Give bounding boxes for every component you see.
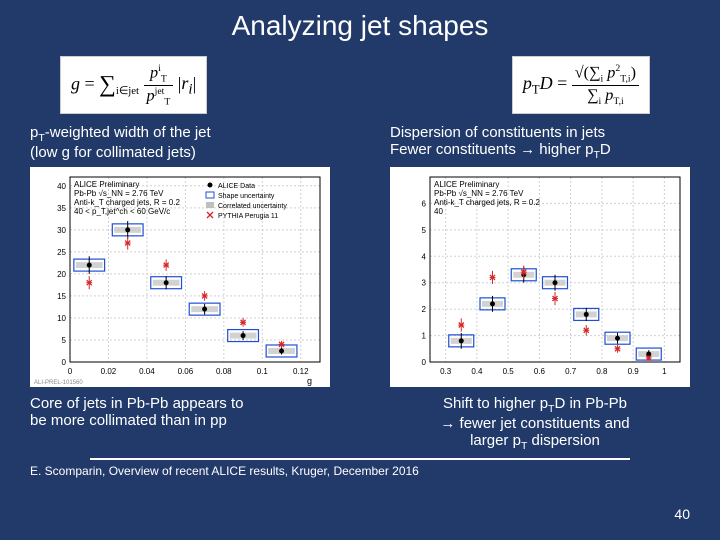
svg-text:1: 1 <box>422 332 427 341</box>
arrow-icon: → <box>440 415 455 432</box>
svg-text:40ALICE DataShape uncertaintyC: 40ALICE DataShape uncertaintyCorrelated … <box>434 207 443 216</box>
chart-left: 0 0.02 0.04 0.06 0.08 0.1 0.12 0 5 10 15 20 25 30 35 40… <box>30 167 330 387</box>
svg-text:5: 5 <box>62 336 67 345</box>
svg-text:0.04: 0.04 <box>139 367 155 376</box>
svg-text:20: 20 <box>57 270 66 279</box>
caption-right: Dispersion of constituents in jets Fewer… <box>390 124 690 161</box>
chart-right: 0.3 0.4 0.5 0.6 0.7 0.8 0.9 1 0 1 2 3 4 5 6 ALICE Preli… <box>390 167 690 387</box>
svg-text:ALICE Preliminary: ALICE Preliminary <box>434 180 499 189</box>
svg-text:10: 10 <box>57 314 66 323</box>
svg-text:0.1: 0.1 <box>257 367 269 376</box>
caption-row: pT-weighted width of the jet (low g for … <box>0 124 720 161</box>
divider <box>90 458 630 460</box>
svg-text:0.12: 0.12 <box>293 367 309 376</box>
formula-g: g = ∑i∈jet piTpjetT |ri| <box>60 56 207 114</box>
svg-text:0: 0 <box>68 367 73 376</box>
svg-text:Pb-Pb √s_NN = 2.76 TeV: Pb-Pb √s_NN = 2.76 TeV <box>434 189 524 198</box>
svg-text:35: 35 <box>57 204 66 213</box>
svg-text:ALICE Data: ALICE Data <box>218 183 255 190</box>
svg-text:Correlated uncertainty: Correlated uncertainty <box>218 203 287 210</box>
svg-text:0: 0 <box>62 358 67 367</box>
svg-text:g: g <box>307 376 312 386</box>
formula-ptd: pTD = √(∑i p2T,i)∑i pT,i <box>512 56 650 114</box>
svg-text:25: 25 <box>57 248 66 257</box>
chart-row: 00.020.040.060.080.10.120510152025303540… <box>0 167 720 387</box>
svg-text:0.06: 0.06 <box>178 367 194 376</box>
svg-text:4: 4 <box>422 253 427 262</box>
page-title: Analyzing jet shapes <box>0 0 720 42</box>
svg-text:3: 3 <box>422 279 427 288</box>
svg-text:0.4: 0.4 <box>471 367 483 376</box>
bottom-row: Core of jets in Pb-Pb appears to be more… <box>0 395 720 452</box>
svg-text:15: 15 <box>57 292 66 301</box>
svg-text:Anti-k_T charged jets, R = 0.2: Anti-k_T charged jets, R = 0.2 <box>74 198 180 207</box>
svg-text:30: 30 <box>57 226 66 235</box>
svg-text:0.5: 0.5 <box>503 367 515 376</box>
svg-text:0: 0 <box>422 358 427 367</box>
svg-text:0.02: 0.02 <box>101 367 117 376</box>
svg-text:40: 40 <box>57 182 66 191</box>
svg-text:0.8: 0.8 <box>596 367 608 376</box>
svg-text:0.08: 0.08 <box>216 367 232 376</box>
arrow-icon: → <box>520 141 535 158</box>
bottom-caption-right: Shift to higher pTD in Pb-Pb → fewer jet… <box>380 395 690 452</box>
svg-text:Anti-k_T charged jets, R = 0.2: Anti-k_T charged jets, R = 0.2 <box>434 198 540 207</box>
caption-left: pT-weighted width of the jet (low g for … <box>30 124 330 161</box>
formula-row: g = ∑i∈jet piTpjetT |ri| pTD = √(∑i p2T,… <box>0 56 720 114</box>
svg-text:40 < p_T,jet^ch < 60 GeV/c: 40 < p_T,jet^ch < 60 GeV/c <box>74 207 170 216</box>
svg-text:5: 5 <box>422 226 427 235</box>
svg-text:ALICE Preliminary: ALICE Preliminary <box>74 180 139 189</box>
svg-text:ALI-PREL-101560: ALI-PREL-101560 <box>34 380 83 386</box>
svg-text:0.6: 0.6 <box>534 367 546 376</box>
svg-text:Pb-Pb √s_NN = 2.76 TeV: Pb-Pb √s_NN = 2.76 TeV <box>74 189 164 198</box>
svg-text:6: 6 <box>422 200 427 209</box>
svg-text:2: 2 <box>422 305 427 314</box>
svg-text:1: 1 <box>662 367 667 376</box>
bottom-caption-left: Core of jets in Pb-Pb appears to be more… <box>30 395 330 452</box>
page-number: 40 <box>674 506 690 522</box>
svg-text:Shape uncertainty: Shape uncertainty <box>218 193 275 200</box>
svg-text:0.3: 0.3 <box>440 367 452 376</box>
footer: E. Scomparin, Overview of recent ALICE r… <box>0 464 720 478</box>
svg-text:0.7: 0.7 <box>565 367 577 376</box>
svg-text:PYTHIA Perugia 11: PYTHIA Perugia 11 <box>218 213 278 220</box>
svg-text:0.9: 0.9 <box>628 367 640 376</box>
